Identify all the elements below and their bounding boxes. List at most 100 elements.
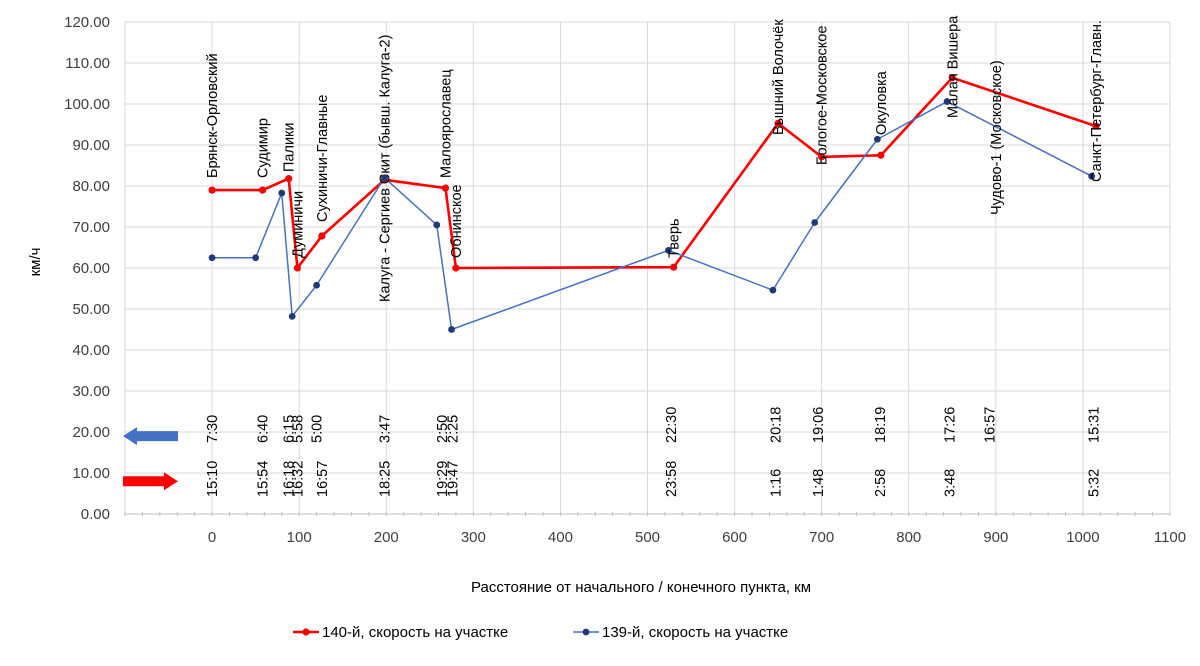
y-tick-label: 40.00 xyxy=(72,342,110,359)
data-point-series-1 xyxy=(1092,122,1100,130)
station-label: Бологое-Московское xyxy=(815,26,831,165)
time-label-140: 16:32 xyxy=(290,461,306,497)
x-tick-label: 400 xyxy=(548,529,573,546)
station-label: Вышний Волочёк xyxy=(771,19,787,135)
data-point-series-1 xyxy=(452,264,460,272)
y-tick-label: 50.00 xyxy=(72,301,110,318)
time-label-140: 16:18 xyxy=(282,461,298,497)
y-tick-label: 0.00 xyxy=(81,506,110,523)
station-label: Сухиничи-Главные xyxy=(315,95,331,222)
y-tick-label: 20.00 xyxy=(72,424,110,441)
x-tick-label: 1100 xyxy=(1154,529,1186,546)
x-tick-label: 600 xyxy=(722,529,747,546)
station-label: Окуловка xyxy=(874,70,890,135)
x-tick-label: 500 xyxy=(635,529,660,546)
x-tick-label: 200 xyxy=(374,529,399,546)
data-point-series-2 xyxy=(448,326,455,333)
series-lines xyxy=(208,74,1100,333)
time-label-140: 23:58 xyxy=(664,461,680,497)
station-label: Судимир xyxy=(256,118,272,178)
station-label: Тверь xyxy=(667,219,683,258)
data-point-series-2 xyxy=(1088,172,1096,180)
time-label-139: 15:31 xyxy=(1086,407,1102,443)
data-point-series-2 xyxy=(381,174,388,182)
y-tick-label: 100.00 xyxy=(64,96,110,113)
y-tick-label: 90.00 xyxy=(72,137,110,154)
time-label-140: 3:48 xyxy=(943,469,959,497)
station-label: Обнинское xyxy=(449,184,465,258)
y-tick-labels: 0.00 10.00 20.00 30.00 40.00 50.00 60.00 70.00 8… xyxy=(64,14,110,523)
data-point-series-1 xyxy=(293,264,302,272)
time-label-139: 5:58 xyxy=(290,415,306,443)
x-tick-label: 0 xyxy=(208,529,216,546)
data-point-series-1 xyxy=(258,186,267,194)
time-label-139: 3:47 xyxy=(378,415,394,443)
time-label-140: 15:10 xyxy=(205,461,221,497)
time-label-140: 5:32 xyxy=(1086,469,1102,497)
data-point-series-1 xyxy=(948,74,956,82)
station-labels: Брянск-Орловский Судимир Палики Думиничи Сух… xyxy=(205,15,1105,302)
time-label-139: 19:06 xyxy=(811,407,827,443)
y-tick-label: 120.00 xyxy=(64,14,110,31)
time-label-139: 2:25 xyxy=(445,415,461,443)
time-label-139: 16:57 xyxy=(983,407,999,443)
series-line-2 xyxy=(212,100,1092,331)
time-labels: 7:30 6:40 6:155:58 5:00 3:47 2:502:25 22:30 20:… xyxy=(205,407,1102,497)
time-label-139: 6:40 xyxy=(256,415,272,443)
station-label: Санкт-Петербург-Главн. xyxy=(1089,20,1105,182)
time-label-139: 18:19 xyxy=(873,407,889,443)
station-label: Малая Вишера xyxy=(945,15,961,118)
x-tick-label: 900 xyxy=(983,529,1008,546)
y-axis-label: км/ч xyxy=(27,248,44,277)
data-point-series-2 xyxy=(278,189,286,197)
legend: 140-й, скорость на участке 139-й, скорост… xyxy=(293,624,788,641)
data-point-series-2 xyxy=(208,254,216,262)
x-tick-label: 300 xyxy=(461,529,486,546)
legend-label-2: 139-й, скорость на участке xyxy=(602,624,788,641)
data-point-series-2 xyxy=(433,221,441,229)
data-point-series-1 xyxy=(818,153,826,161)
139-direction-arrow xyxy=(123,427,178,446)
station-label: Малоярославец xyxy=(438,69,454,178)
direction-arrows xyxy=(123,427,178,491)
x-axis-label: Расстояние от начального / конечного пун… xyxy=(471,579,811,596)
data-point-series-2 xyxy=(252,254,260,262)
140-direction-arrow xyxy=(123,472,178,491)
data-point-series-2 xyxy=(769,286,777,294)
time-label-139: 5:00 xyxy=(310,415,326,443)
time-label-140: 19:29 xyxy=(435,461,451,497)
time-label-139: 20:18 xyxy=(769,407,785,443)
station-label: Калуга - Сергиев Скит (бывш. Калуга-2) xyxy=(378,35,394,302)
y-tick-label: 60.00 xyxy=(72,260,110,277)
station-label: Палики xyxy=(282,123,298,173)
series-line-1 xyxy=(212,76,1097,270)
legend-marker-2 xyxy=(582,628,590,636)
time-label-140: 15:54 xyxy=(256,461,272,497)
time-label-140: 18:25 xyxy=(378,461,394,497)
axes xyxy=(124,512,1171,516)
data-point-series-2 xyxy=(665,246,672,254)
legend-label-1: 140-й, скорость на участке xyxy=(322,624,508,641)
time-label-139: 22:30 xyxy=(664,407,680,443)
time-label-139: 2:50 xyxy=(435,415,451,443)
data-point-series-1 xyxy=(208,186,216,194)
station-label: Думиничи xyxy=(290,191,306,258)
data-point-series-1 xyxy=(774,119,782,127)
data-point-series-1 xyxy=(877,151,885,159)
time-label-140: 16:57 xyxy=(315,461,331,497)
y-tick-label: 110.00 xyxy=(65,55,110,72)
x-tick-label: 100 xyxy=(287,529,312,546)
data-point-series-2 xyxy=(288,312,296,320)
x-tick-label: 700 xyxy=(809,529,834,546)
station-label: Брянск-Орловский xyxy=(205,53,221,178)
data-point-series-1 xyxy=(670,263,678,271)
time-label-140: 1:16 xyxy=(769,469,785,497)
data-point-series-1 xyxy=(285,175,293,183)
data-point-series-2 xyxy=(313,281,320,289)
time-label-139: 17:26 xyxy=(943,407,959,443)
data-point-series-2 xyxy=(943,98,951,105)
y-tick-label: 10.00 xyxy=(72,465,110,482)
x-tick-labels: 0 100 200 300 400 500 600 700 800 900 1000 1100 xyxy=(208,529,1186,546)
data-point-series-1 xyxy=(441,184,450,192)
